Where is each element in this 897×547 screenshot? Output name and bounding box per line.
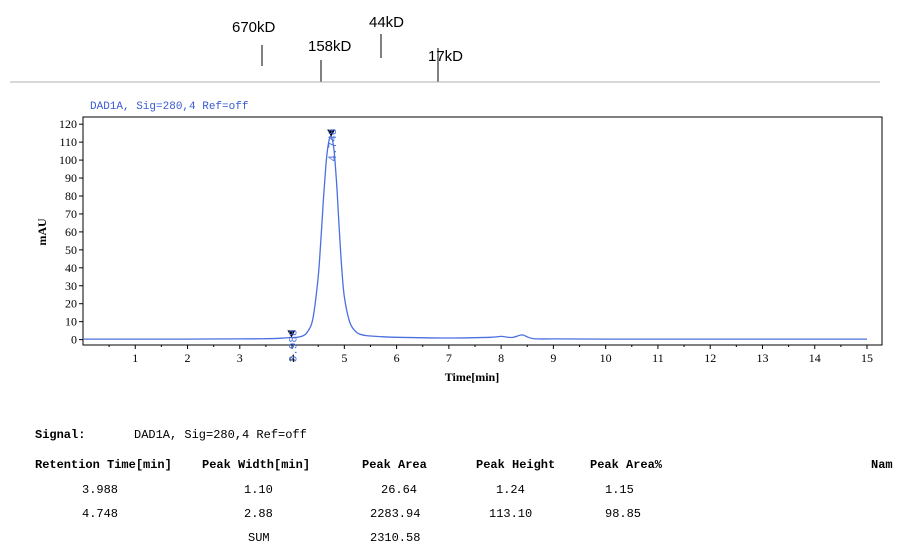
row2-peak-area: 2283.94 <box>370 507 421 521</box>
y-tick-label: 50 <box>65 243 77 257</box>
y-axis-title: mAU <box>35 218 49 246</box>
row1-retention-time: 3.988 <box>82 483 119 497</box>
x-tick-label: 5 <box>341 351 347 365</box>
x-tick-label: 10 <box>600 351 612 365</box>
x-tick-label: 14 <box>809 351 821 365</box>
peak-time-label: 4.748 <box>328 129 340 162</box>
mw-marker-group: 670kD 158kD 44kD 17kD <box>232 14 463 82</box>
x-tick-label: 13 <box>756 351 768 365</box>
y-tick-label: 60 <box>65 225 77 239</box>
x-tick-label: 11 <box>652 351 664 365</box>
chromatogram-trace <box>82 135 867 340</box>
x-tick-label: 2 <box>185 351 191 365</box>
row2-peak-width: 2.88 <box>244 507 273 521</box>
plot-frame <box>82 116 883 346</box>
y-tick-label: 10 <box>65 315 77 329</box>
mw-marker-label: 158kD <box>308 38 352 55</box>
sum-label: SUM <box>248 531 270 545</box>
row2-retention-time: 4.748 <box>82 507 119 521</box>
signal-row: Signal: DAD1A, Sig=280,4 Ref=off <box>35 428 307 442</box>
row2-peak-area-pct: 98.85 <box>605 507 642 521</box>
y-tick-label: 110 <box>59 135 77 149</box>
mw-marker-label: 670kD <box>232 19 276 36</box>
header-retention-time: Retention Time[min] <box>35 458 172 472</box>
header-peak-width: Peak Width[min] <box>202 458 311 472</box>
signal-label-text: Signal: <box>35 428 86 442</box>
header-name: Nam <box>871 458 893 472</box>
x-tick-label: 7 <box>446 351 452 365</box>
x-tick-label: 15 <box>861 351 873 365</box>
peak-apex-marker <box>327 129 336 137</box>
y-tick-label: 30 <box>65 279 77 293</box>
row1-peak-area-pct: 1.15 <box>605 483 634 497</box>
x-tick-label: 4 <box>289 351 295 365</box>
y-tick-label: 80 <box>65 189 77 203</box>
signal-value: DAD1A, Sig=280,4 Ref=off <box>134 428 307 442</box>
x-tick-label: 8 <box>498 351 504 365</box>
peak-apex-marker <box>287 330 296 338</box>
row1-peak-area: 26.64 <box>381 483 418 497</box>
header-peak-height: Peak Height <box>476 458 556 472</box>
y-tick-label: 90 <box>65 171 77 185</box>
peak-markers-group: 3.988 4.748 <box>287 129 340 362</box>
x-tick-label: 12 <box>704 351 716 365</box>
x-tick-label: 9 <box>550 351 556 365</box>
row1-peak-height: 1.24 <box>496 483 525 497</box>
sum-peak-area: 2310.58 <box>370 531 421 545</box>
y-tick-label: 0 <box>71 333 77 347</box>
x-axis-title: Time[min] <box>445 370 499 384</box>
peak-time-label: 3.988 <box>288 329 300 362</box>
x-tick-label: 3 <box>237 351 243 365</box>
row1-peak-width: 1.10 <box>244 483 273 497</box>
mw-marker-label: 44kD <box>369 14 404 31</box>
header-peak-area-pct: Peak Area% <box>590 458 663 472</box>
row2-peak-height: 113.10 <box>489 507 533 521</box>
x-tick-label: 6 <box>394 351 400 365</box>
y-tick-label: 120 <box>59 117 77 131</box>
header-peak-area: Peak Area <box>362 458 427 472</box>
signal-label: DAD1A, Sig=280,4 Ref=off <box>90 101 248 113</box>
x-tick-label: 1 <box>132 351 138 365</box>
y-tick-label: 70 <box>65 207 77 221</box>
y-tick-label: 40 <box>65 261 77 275</box>
y-tick-label: 100 <box>59 153 77 167</box>
mw-marker-label: 17kD <box>428 48 463 65</box>
y-tick-label: 20 <box>65 297 77 311</box>
